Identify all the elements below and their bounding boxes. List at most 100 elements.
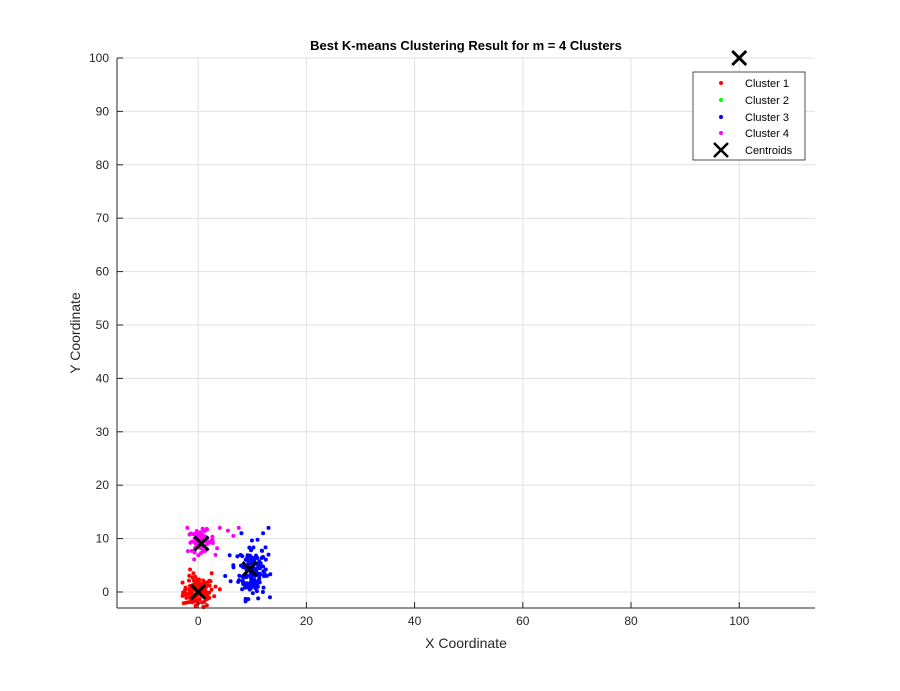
y-tick-label: 10 [96, 532, 110, 546]
data-point [213, 584, 218, 589]
y-tick-label: 100 [89, 51, 109, 65]
data-point [209, 587, 214, 592]
data-point [245, 553, 250, 558]
data-point [196, 531, 201, 536]
data-point [187, 532, 192, 537]
data-point [191, 578, 196, 583]
legend-label-cluster-2: Cluster 2 [745, 95, 789, 107]
data-point [239, 531, 244, 536]
data-point [237, 573, 242, 578]
data-point [188, 567, 193, 572]
data-point [261, 574, 266, 579]
data-point [195, 583, 200, 588]
data-point [246, 597, 251, 602]
data-point [249, 538, 254, 543]
data-point [188, 540, 193, 545]
legend-marker-centroids [713, 142, 729, 158]
legend-entry-cluster-1: Cluster 1 [719, 78, 789, 90]
data-point [250, 591, 255, 596]
y-axis-label: Y Coordinate [67, 292, 83, 374]
axes: 0 20 40 60 80 100 0 10 20 30 40 50 60 70 80 90 100 [89, 51, 815, 628]
chart-title: Best K-means Clustering Result for m = 4… [310, 38, 622, 53]
data-point [261, 531, 266, 536]
legend-box [692, 71, 806, 161]
data-point [210, 541, 215, 546]
data-point [189, 548, 194, 553]
data-point [200, 535, 205, 540]
data-point [244, 581, 249, 586]
data-point [213, 552, 218, 557]
data-point [257, 580, 262, 585]
data-point [183, 588, 188, 593]
data-point [250, 556, 255, 561]
data-point [266, 552, 271, 557]
legend-marker-cluster-1 [719, 81, 723, 85]
data-point [191, 571, 196, 576]
data-point [245, 558, 250, 563]
data-point [206, 596, 211, 601]
data-point [249, 548, 254, 553]
data-point [180, 593, 185, 598]
data-point [210, 537, 215, 542]
data-point [263, 567, 268, 572]
legend-entry-cluster-2: Cluster 2 [719, 95, 789, 107]
legend-label-cluster-1: Cluster 1 [745, 78, 789, 90]
data-point [261, 585, 266, 590]
legend-entry-cluster-3: Cluster 3 [719, 112, 789, 124]
data-point [243, 599, 248, 604]
data-point [231, 563, 236, 568]
data-point [236, 525, 241, 530]
data-point [210, 534, 215, 539]
legend-label-cluster-3: Cluster 3 [745, 112, 789, 124]
data-point [228, 579, 233, 584]
y-tick-label: 70 [96, 211, 110, 225]
data-point [252, 577, 257, 582]
legend-marker-cluster-3 [719, 115, 723, 119]
data-point [204, 584, 209, 589]
data-point [267, 595, 272, 600]
legend-marker-cluster-2 [719, 98, 723, 102]
x-tick-label: 40 [408, 614, 422, 628]
data-point [263, 545, 268, 550]
data-point [180, 580, 185, 585]
data-point [202, 580, 207, 585]
data-point [189, 599, 194, 604]
data-point [199, 582, 204, 587]
data-point [217, 587, 222, 592]
data-point [215, 546, 220, 551]
data-point [217, 525, 222, 530]
data-point [193, 541, 198, 546]
y-tick-label: 30 [96, 425, 110, 439]
legend-label-cluster-4: Cluster 4 [745, 128, 789, 140]
data-point [187, 595, 192, 600]
data-point [197, 597, 202, 602]
data-point [235, 554, 240, 559]
data-point [266, 525, 271, 530]
data-point [268, 572, 273, 577]
data-point [260, 590, 265, 595]
data-point [257, 576, 262, 581]
y-tick-label: 60 [96, 265, 110, 279]
data-point [254, 589, 259, 594]
x-axis-label: X Coordinate [425, 635, 507, 651]
data-point [257, 559, 262, 564]
x-tick-label: 60 [516, 614, 530, 628]
y-tick-label: 90 [96, 104, 110, 118]
data-point [223, 573, 228, 578]
data-point [200, 600, 205, 605]
data-point [196, 579, 201, 584]
data-point [237, 578, 242, 583]
data-point [187, 573, 192, 578]
centroid-marker [190, 583, 207, 601]
centroid-marker [731, 49, 748, 67]
data-point [192, 557, 197, 562]
data-point [252, 581, 257, 586]
data-point [263, 557, 268, 562]
legend-label-centroids: Centroids [745, 145, 793, 157]
data-point [257, 571, 262, 576]
y-tick-label: 80 [96, 158, 110, 172]
data-point [204, 542, 209, 547]
data-point [264, 573, 269, 578]
data-point [196, 553, 201, 558]
